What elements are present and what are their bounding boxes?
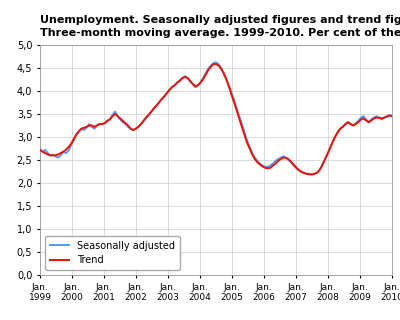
Legend: Seasonally adjusted, Trend: Seasonally adjusted, Trend [45,236,180,270]
Trend [159,97,164,101]
Trend [87,124,92,127]
Trend [167,88,172,92]
Seasonally adjusted [258,162,262,166]
Seasonally adjusted [159,97,164,101]
Seasonally adjusted [309,173,314,177]
Seasonally adjusted [314,171,319,175]
Trend [38,148,42,152]
Line: Seasonally adjusted: Seasonally adjusted [40,62,392,175]
Trend [211,62,216,66]
Seasonally adjusted [87,122,92,126]
Seasonally adjusted [214,60,218,64]
Trend [314,171,319,175]
Seasonally adjusted [390,114,394,118]
Seasonally adjusted [193,85,198,89]
Trend [193,84,198,88]
Trend [307,172,312,176]
Seasonally adjusted [167,88,172,92]
Line: Trend: Trend [40,64,392,174]
Trend [258,163,262,166]
Text: Unemployment. Seasonally adjusted figures and trend figures.
Three-month moving : Unemployment. Seasonally adjusted figure… [40,15,400,38]
Trend [390,114,394,118]
Seasonally adjusted [38,148,42,152]
